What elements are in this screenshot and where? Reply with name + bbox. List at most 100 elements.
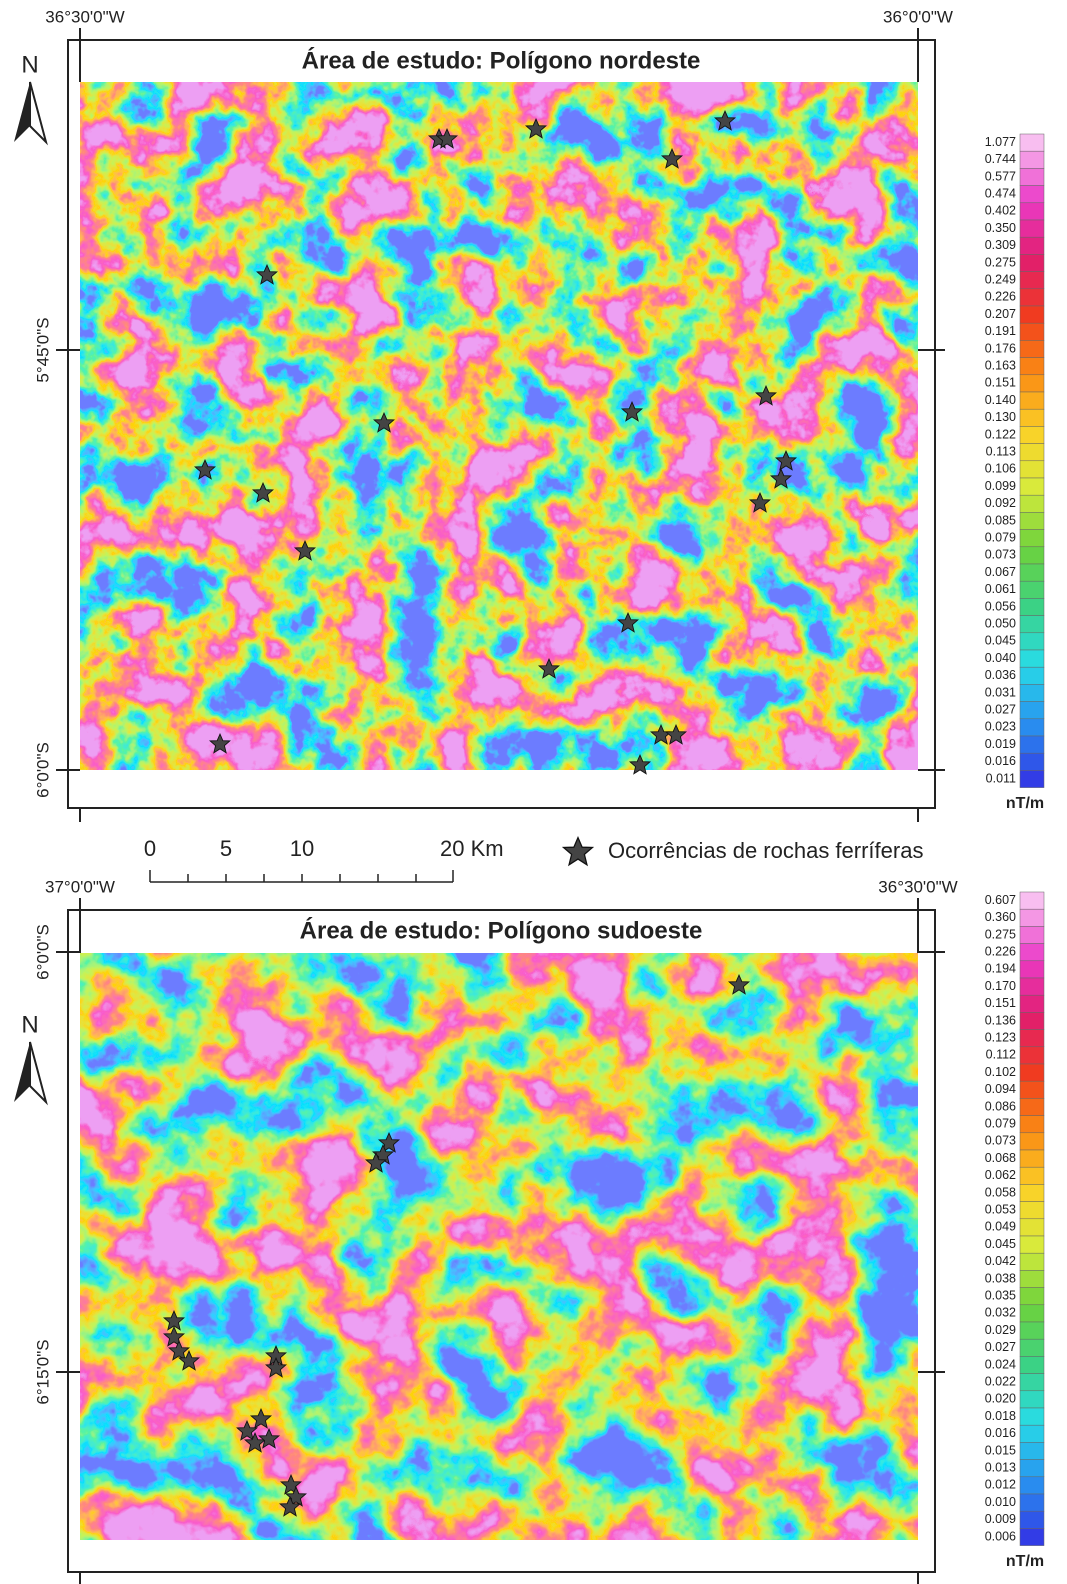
legend-swatch [1020, 1494, 1044, 1511]
north-label: N [21, 51, 38, 78]
legend-label: 0.042 [985, 1254, 1016, 1268]
legend-swatch [1020, 1442, 1044, 1459]
legend-swatch [1020, 340, 1044, 357]
legend-label: 0.744 [985, 152, 1016, 166]
legend-label: 0.013 [985, 1460, 1016, 1474]
legend-label: 0.032 [985, 1306, 1016, 1320]
legend-label: 0.068 [985, 1151, 1016, 1165]
legend-label: 0.102 [985, 1065, 1016, 1079]
legend-label: 0.122 [985, 427, 1016, 441]
legend-label: 0.474 [985, 186, 1016, 200]
scale-label: 20 Km [440, 836, 504, 861]
legend-swatch [1020, 702, 1044, 719]
legend-swatch [1020, 1064, 1044, 1081]
legend-label: 0.130 [985, 410, 1016, 424]
legend-swatch [1020, 444, 1044, 461]
legend-swatch [1020, 1219, 1044, 1236]
legend-swatch [1020, 1098, 1044, 1115]
legend-swatch [1020, 1460, 1044, 1477]
legend-swatch [1020, 909, 1044, 926]
legend-label: 0.140 [985, 393, 1016, 407]
legend-label: 0.029 [985, 1323, 1016, 1337]
legend-swatch [1020, 616, 1044, 633]
legend-label: 0.275 [985, 255, 1016, 269]
legend-label: 0.086 [985, 1099, 1016, 1113]
legend-swatch [1020, 978, 1044, 995]
legend-label: 0.053 [985, 1202, 1016, 1216]
legend-swatch [1020, 461, 1044, 478]
legend-swatch [1020, 1356, 1044, 1373]
legend-label: 0.058 [985, 1185, 1016, 1199]
legend-swatch [1020, 1528, 1044, 1545]
legend-label: 0.024 [985, 1357, 1016, 1371]
legend-label: 0.022 [985, 1374, 1016, 1388]
legend-label: 0.011 [986, 771, 1016, 785]
legend-swatch [1020, 289, 1044, 306]
legend-swatch [1020, 272, 1044, 289]
legend-swatch [1020, 736, 1044, 753]
legend-swatch [1020, 1511, 1044, 1528]
legend-swatch [1020, 1081, 1044, 1098]
legend-label: 0.019 [985, 737, 1016, 751]
legend-swatch [1020, 168, 1044, 185]
legend-label: 0.027 [985, 702, 1016, 716]
legend-label: 0.249 [985, 272, 1016, 286]
legend-swatch [1020, 409, 1044, 426]
lat-label: 5°45'0"S [33, 317, 52, 382]
legend-swatch [1020, 1167, 1044, 1184]
legend-label: 0.050 [985, 616, 1016, 630]
legend-swatch [1020, 1202, 1044, 1219]
legend-label: 0.038 [985, 1271, 1016, 1285]
legend-label: 1.077 [985, 135, 1016, 149]
legend-swatch [1020, 944, 1044, 961]
legend-label: 0.009 [985, 1512, 1016, 1526]
legend-label: 0.163 [985, 358, 1016, 372]
legend-swatch [1020, 892, 1044, 909]
legend-label: 0.027 [985, 1340, 1016, 1354]
legend-swatch [1020, 1322, 1044, 1339]
legend-swatch [1020, 254, 1044, 271]
star-legend: Ocorrências de rochas ferríferas [608, 838, 923, 863]
legend-swatch [1020, 512, 1044, 529]
legend-swatch [1020, 237, 1044, 254]
legend-swatch [1020, 426, 1044, 443]
legend-swatch [1020, 134, 1044, 151]
legend-swatch [1020, 1339, 1044, 1356]
legend-label: 0.151 [985, 376, 1016, 390]
legend-swatch [1020, 1012, 1044, 1029]
legend-star [564, 838, 593, 865]
legend-label: 0.402 [985, 204, 1016, 218]
legend-swatch [1020, 1288, 1044, 1305]
legend-swatch [1020, 667, 1044, 684]
legend-swatch [1020, 1150, 1044, 1167]
legend-swatch [1020, 478, 1044, 495]
legend-swatch [1020, 1236, 1044, 1253]
legend-label: 0.123 [985, 1030, 1016, 1044]
legend-label: 0.275 [985, 927, 1016, 941]
north-arrow [14, 1042, 46, 1102]
legend-label: 0.113 [986, 444, 1016, 458]
legend-swatch [1020, 375, 1044, 392]
legend-label: 0.176 [985, 341, 1016, 355]
legend-label: 0.016 [985, 754, 1016, 768]
legend-swatch [1020, 1133, 1044, 1150]
lon-label: 36°30'0"W [45, 7, 124, 26]
legend-label: 0.112 [986, 1048, 1016, 1062]
legend-swatch [1020, 1270, 1044, 1287]
legend-label: 0.031 [985, 685, 1016, 699]
legend-swatch [1020, 633, 1044, 650]
legend-label: 0.194 [985, 962, 1016, 976]
legend-swatch [1020, 1305, 1044, 1322]
legend-label: 0.023 [985, 720, 1016, 734]
legend-swatch [1020, 1408, 1044, 1425]
legend-label: 0.226 [985, 944, 1016, 958]
legend-swatch [1020, 495, 1044, 512]
legend-swatch [1020, 392, 1044, 409]
legend-label: 0.079 [985, 530, 1016, 544]
legend-swatch [1020, 926, 1044, 943]
scale-bar [150, 870, 453, 882]
legend-label: 0.056 [985, 599, 1016, 613]
legend-swatch [1020, 1184, 1044, 1201]
legend-label: 0.136 [985, 1013, 1016, 1027]
lon-label: 37°0'0"W [45, 877, 115, 896]
